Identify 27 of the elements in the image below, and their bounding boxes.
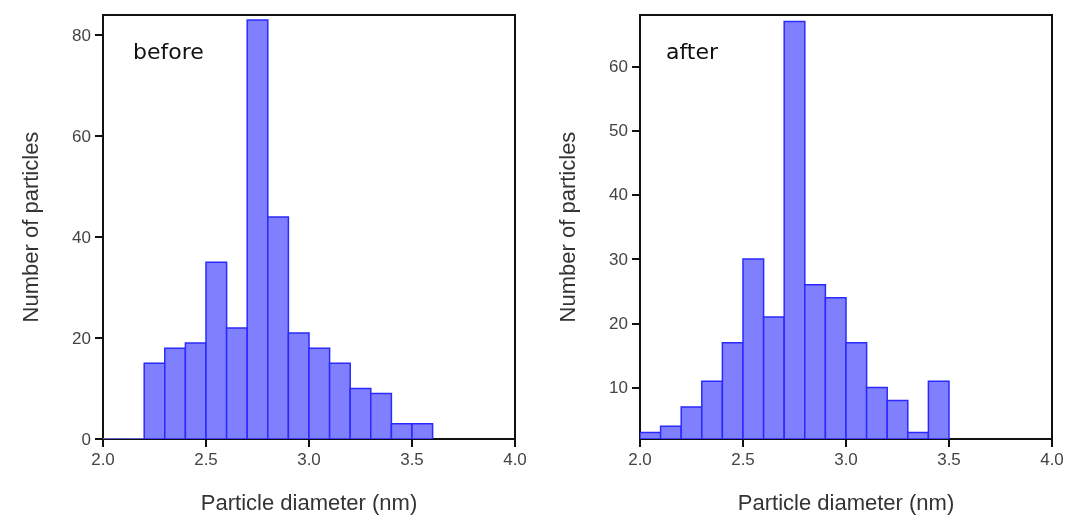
- y-tick-label: 0: [81, 429, 91, 449]
- y-tick-label: 50: [609, 121, 628, 141]
- y-tick-label: 40: [609, 185, 628, 205]
- y-tick-label: 10: [609, 378, 628, 398]
- x-tick-label: 2.5: [194, 450, 218, 469]
- x-tick-label: 4.0: [1040, 450, 1064, 469]
- y-tick-label: 20: [609, 313, 628, 333]
- x-tick-label: 2.0: [628, 450, 652, 469]
- y-tick-label: 30: [609, 249, 628, 269]
- y-tick-label: 60: [609, 56, 628, 76]
- y-axis-title: Number of particles: [554, 131, 580, 323]
- annotation: before: [133, 38, 204, 64]
- x-tick-label: 3.5: [400, 450, 424, 469]
- x-tick-label: 4.0: [503, 450, 527, 469]
- x-tick-label: 3.0: [834, 450, 858, 469]
- x-axis-title: Particle diameter (nm): [200, 489, 418, 515]
- annotation: after: [666, 38, 719, 64]
- y-tick-label: 80: [72, 25, 91, 45]
- x-tick-label: 3.0: [297, 450, 321, 469]
- x-tick-label: 2.0: [91, 450, 115, 469]
- x-tick-label: 2.5: [731, 450, 755, 469]
- y-axis-title: Number of particles: [17, 131, 43, 323]
- y-tick-label: 40: [72, 227, 91, 247]
- x-axis-title: Particle diameter (nm): [737, 489, 955, 515]
- y-tick-label: 60: [72, 126, 91, 146]
- y-tick-label: 20: [72, 328, 91, 348]
- x-tick-label: 3.5: [937, 450, 961, 469]
